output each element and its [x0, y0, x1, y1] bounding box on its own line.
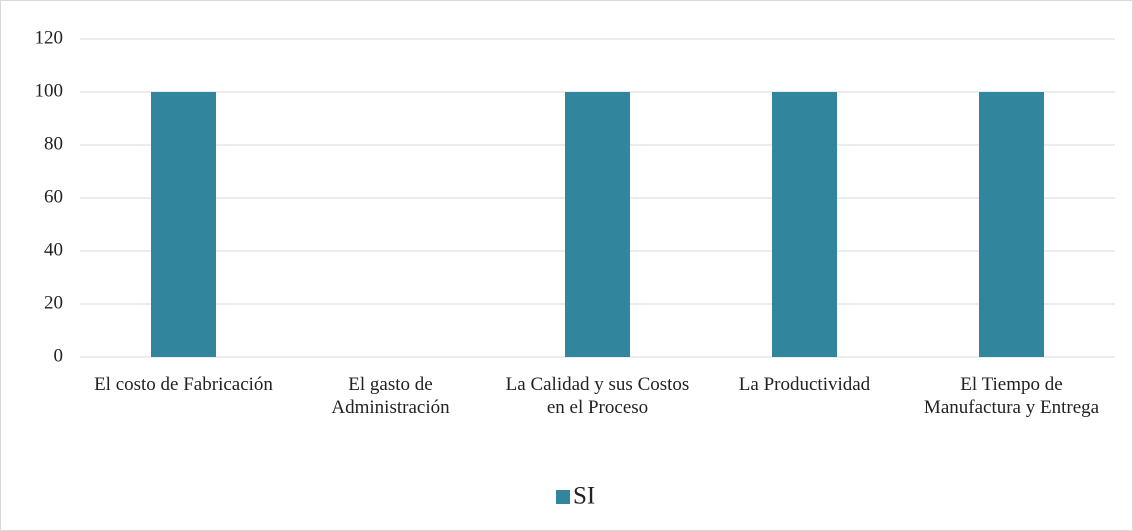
y-tick-label: 100	[35, 80, 64, 101]
bar	[772, 92, 837, 357]
x-tick-label-line: en el Proceso	[547, 397, 648, 418]
y-tick-label: 80	[44, 133, 63, 154]
bar	[565, 92, 630, 357]
x-tick-label: La Calidad y sus Costos en el Proceso	[506, 374, 690, 418]
legend-label: SI	[573, 483, 595, 510]
x-tick-label: La Productividad	[739, 374, 871, 395]
y-tick-label: 40	[44, 239, 63, 260]
x-tick-label-line: La Productividad	[739, 374, 871, 395]
x-tick-label-line: Administración	[331, 397, 450, 418]
y-tick-label: 120	[35, 27, 64, 48]
x-tick-label: El Tiempo de Manufactura y Entrega	[924, 374, 1100, 418]
y-tick-label: 60	[44, 186, 63, 207]
x-tick-label-line: El gasto de	[348, 374, 432, 395]
x-tick-label: El costo de Fabricación	[94, 374, 273, 395]
bar	[979, 92, 1044, 357]
y-tick-label: 0	[54, 345, 64, 366]
bar	[151, 92, 216, 357]
x-tick-label-line: Manufactura y Entrega	[924, 397, 1100, 418]
y-tick-label: 20	[44, 292, 63, 313]
x-tick-label-line: El costo de Fabricación	[94, 374, 273, 395]
legend-swatch	[556, 490, 570, 504]
x-tick-label: El gasto de Administración	[331, 374, 450, 418]
x-tick-label-line: El Tiempo de	[960, 374, 1062, 395]
x-tick-label-line: La Calidad y sus Costos	[506, 374, 690, 395]
